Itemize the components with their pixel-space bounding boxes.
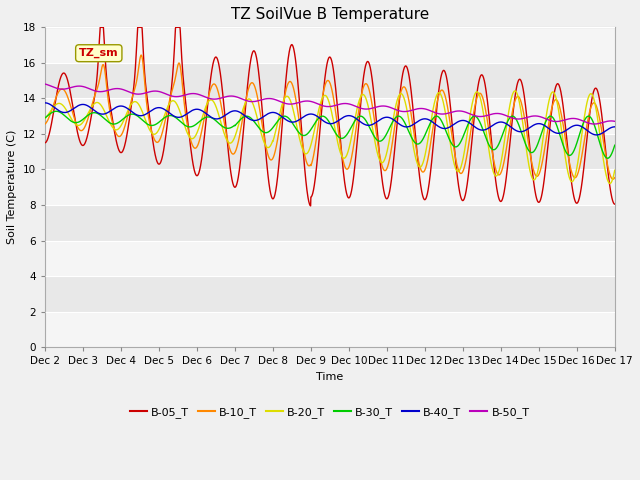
Bar (45, 98, 615, 134)
Bar (45, 169, 615, 205)
Bar (45, 312, 615, 347)
Title: TZ SoilVue B Temperature: TZ SoilVue B Temperature (230, 7, 429, 22)
Legend: B-05_T, B-10_T, B-20_T, B-30_T, B-40_T, B-50_T: B-05_T, B-10_T, B-20_T, B-30_T, B-40_T, … (125, 402, 534, 422)
Text: TZ_sm: TZ_sm (79, 48, 118, 59)
Y-axis label: Soil Temperature (C): Soil Temperature (C) (7, 130, 17, 244)
Bar (45, 240, 615, 276)
Bar (45, 27, 615, 63)
X-axis label: Time: Time (316, 372, 344, 382)
